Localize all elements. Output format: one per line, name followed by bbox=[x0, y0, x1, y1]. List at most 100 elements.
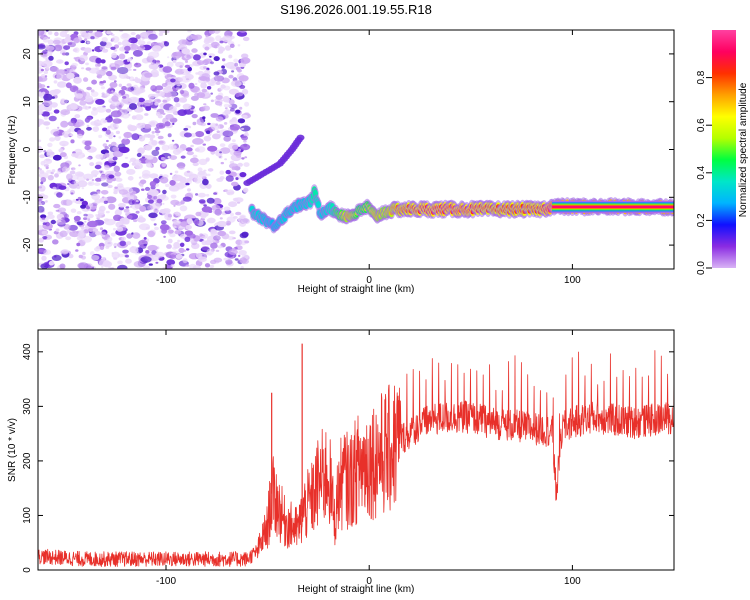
noise-blob bbox=[201, 88, 207, 93]
noise-blob bbox=[149, 134, 156, 139]
noise-blob bbox=[154, 127, 160, 131]
noise-blob bbox=[101, 37, 108, 43]
noise-blob bbox=[147, 230, 155, 238]
noise-blob bbox=[69, 85, 79, 93]
noise-blob bbox=[155, 111, 161, 117]
spectrogram-x-tick-label: 0 bbox=[366, 275, 372, 286]
noise-blob bbox=[72, 48, 78, 53]
noise-blob bbox=[215, 149, 223, 157]
noise-blob bbox=[167, 156, 171, 159]
noise-blob bbox=[215, 116, 224, 122]
noise-blob bbox=[74, 199, 82, 204]
noise-blob bbox=[171, 174, 184, 182]
noise-blob bbox=[211, 123, 221, 131]
noise-blob bbox=[121, 138, 131, 145]
noise-blob bbox=[149, 173, 159, 179]
noise-blob bbox=[56, 170, 62, 175]
noise-blob bbox=[203, 103, 207, 106]
spectrogram-x-tick-label: 100 bbox=[564, 275, 581, 286]
noise-blob bbox=[111, 63, 116, 67]
noise-blob bbox=[100, 178, 105, 181]
noise-blob bbox=[155, 122, 166, 129]
snr-panel: -100 0 100 0 100 200 300 400 Height of straigh… bbox=[7, 329, 675, 595]
noise-blob bbox=[165, 183, 170, 188]
noise-blob bbox=[78, 34, 82, 38]
noise-blob bbox=[184, 64, 191, 68]
noise-blob bbox=[240, 266, 244, 269]
noise-blob bbox=[185, 182, 190, 186]
noise-blob bbox=[77, 262, 89, 269]
noise-blob bbox=[43, 116, 48, 120]
noise-blob bbox=[148, 189, 159, 196]
noise-blob bbox=[229, 124, 241, 131]
noise-blob bbox=[162, 112, 166, 116]
noise-blob bbox=[84, 145, 91, 151]
noise-blob bbox=[51, 254, 62, 261]
noise-blob bbox=[156, 60, 160, 63]
noise-blob bbox=[244, 240, 249, 244]
noise-blob bbox=[67, 183, 70, 185]
noise-blob bbox=[219, 217, 223, 220]
noise-blob bbox=[90, 170, 99, 176]
colorbar-tick-label: 0.4 bbox=[696, 165, 707, 179]
noise-blob bbox=[183, 127, 189, 131]
noise-blob bbox=[162, 189, 167, 195]
noise-blob bbox=[203, 66, 207, 69]
noise-blob bbox=[138, 135, 146, 142]
noise-blob bbox=[94, 123, 100, 127]
noise-blob bbox=[47, 214, 55, 219]
noise-blob bbox=[173, 97, 180, 103]
noise-blob bbox=[41, 60, 53, 68]
noise-blob bbox=[166, 61, 174, 68]
noise-blob bbox=[228, 54, 233, 59]
branch-blob bbox=[296, 134, 305, 141]
noise-blob bbox=[220, 161, 224, 165]
noise-blob bbox=[197, 167, 203, 172]
noise-blob bbox=[108, 174, 115, 179]
noise-blob bbox=[209, 55, 212, 58]
colorbar-tick-label: 0.8 bbox=[696, 70, 707, 84]
noise-blob bbox=[49, 66, 59, 73]
noise-blob bbox=[173, 204, 176, 207]
snr-y-tick-label: 400 bbox=[22, 343, 33, 360]
noise-blob bbox=[141, 188, 145, 191]
noise-blob bbox=[219, 99, 223, 102]
colorbar-ticks: 0.0 0.2 0.4 0.6 0.8 bbox=[696, 70, 712, 275]
noise-blob bbox=[141, 156, 146, 159]
noise-blob bbox=[192, 121, 197, 126]
noise-blob bbox=[198, 158, 208, 166]
noise-blob bbox=[197, 60, 202, 64]
noise-blob bbox=[195, 72, 199, 75]
spectrogram-y-tick-label: -10 bbox=[22, 190, 33, 205]
noise-blob bbox=[117, 264, 128, 269]
noise-blob bbox=[38, 237, 44, 243]
noise-blob bbox=[38, 139, 42, 143]
noise-blob bbox=[175, 68, 185, 75]
noise-blob bbox=[52, 154, 62, 161]
noise-blob bbox=[94, 182, 101, 186]
noise-blob bbox=[241, 88, 249, 95]
noise-blob bbox=[223, 257, 229, 261]
spectrogram-y-tick-label: 0 bbox=[22, 146, 33, 152]
noise-blob bbox=[70, 208, 77, 213]
noise-blob bbox=[242, 82, 246, 85]
noise-blob bbox=[48, 31, 53, 35]
noise-blob bbox=[38, 186, 43, 189]
noise-blob bbox=[107, 87, 116, 94]
noise-blob bbox=[89, 182, 92, 185]
snr-frame bbox=[37, 329, 675, 571]
noise-blob bbox=[113, 80, 117, 83]
noise-blob bbox=[231, 117, 237, 122]
noise-blob bbox=[154, 102, 159, 106]
noise-blob bbox=[83, 217, 88, 221]
noise-blob bbox=[218, 87, 224, 91]
noise-blob bbox=[67, 121, 76, 127]
snr-background bbox=[38, 330, 674, 570]
noise-blob bbox=[86, 126, 92, 131]
noise-blob bbox=[57, 81, 67, 88]
noise-blob bbox=[38, 109, 44, 116]
noise-blob bbox=[59, 230, 68, 238]
ridge-tail-band bbox=[552, 205, 674, 209]
noise-blob bbox=[131, 128, 136, 132]
noise-blob bbox=[121, 236, 126, 241]
